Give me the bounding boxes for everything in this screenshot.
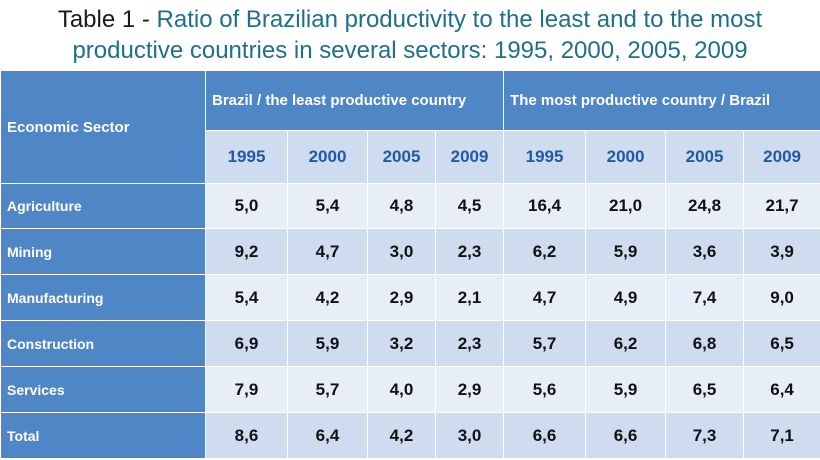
table-cell: 9,2: [205, 228, 288, 275]
table-cell: 9,0: [743, 274, 820, 321]
title-prefix: Table 1 -: [57, 6, 157, 33]
table-cell: 5,7: [287, 366, 368, 413]
sector-label: Construction: [0, 320, 206, 367]
table-cell: 3,2: [367, 320, 436, 367]
table-cell: 5,6: [503, 366, 587, 413]
table-cell: 5,9: [287, 320, 368, 367]
year-header: 2005: [367, 130, 436, 184]
table-cell: 4,9: [585, 274, 667, 321]
table-cell: 5,4: [205, 274, 288, 321]
header-group-most: The most productive country / Brazil: [503, 70, 820, 131]
table-cell: 8,6: [205, 412, 288, 459]
sector-label: Services: [0, 366, 206, 413]
table-cell: 5,7: [503, 320, 587, 367]
table-cell: 2,1: [434, 274, 505, 321]
table-cell: 4,8: [367, 183, 436, 229]
table-title: Table 1 - Ratio of Brazilian productivit…: [0, 0, 820, 70]
table-cell: 7,3: [665, 412, 745, 459]
table-cell: 7,1: [743, 412, 820, 459]
table-row: Agriculture 5,0 5,4 4,8 4,5 16,4 21,0 24,8 21,7: [0, 183, 820, 229]
table-cell: 5,9: [585, 366, 667, 413]
table-cell: 3,9: [743, 228, 820, 275]
table-row: Services 7,9 5,7 4,0 2,9 5,6 5,9 6,5 6,4: [0, 366, 820, 413]
table-cell: 5,0: [205, 183, 288, 229]
table-cell: 6,6: [585, 412, 667, 459]
table-cell: 6,4: [287, 412, 368, 459]
table-cell: 6,2: [585, 320, 667, 367]
table-cell: 4,5: [434, 183, 505, 229]
year-header: 2005: [665, 130, 745, 184]
table-cell: 6,6: [503, 412, 587, 459]
title-main-line-1: Ratio of Brazilian productivity to the l…: [156, 6, 763, 33]
table-cell: 2,9: [434, 366, 505, 413]
table-cell: 21,7: [743, 183, 820, 229]
table-cell: 6,8: [665, 320, 745, 367]
title-main-line-2: productive countries in several sectors:…: [72, 37, 748, 64]
table-cell: 5,9: [585, 228, 667, 275]
table-row: Construction 6,9 5,9 3,2 2,3 5,7 6,2 6,8 6,5: [0, 320, 820, 367]
table-cell: 6,5: [743, 320, 820, 367]
table-cell: 5,4: [287, 183, 368, 229]
table-row: Total 8,6 6,4 4,2 3,0 6,6 6,6 7,3 7,1: [0, 412, 820, 459]
table-cell: 24,8: [665, 183, 745, 229]
sector-label: Agriculture: [0, 183, 206, 229]
table-cell: 4,7: [287, 228, 368, 275]
table-cell: 2,3: [434, 320, 505, 367]
table-cell: 3,0: [434, 412, 505, 459]
year-header: 2000: [585, 130, 667, 184]
header-economic-sector: Economic Sector: [0, 70, 206, 184]
table-body: Agriculture 5,0 5,4 4,8 4,5 16,4 21,0 24,8 21,7 M…: [0, 183, 820, 459]
table-cell: 7,4: [665, 274, 745, 321]
year-header: 1995: [503, 130, 587, 184]
table-cell: 6,2: [503, 228, 587, 275]
year-header: 2000: [287, 130, 368, 184]
year-header-row: 1995 2000 2005 2009 1995 2000 2005 2009: [1, 130, 820, 184]
table-row: Manufacturing 5,4 4,2 2,9 2,1 4,7 4,9 7,4 9,0: [0, 274, 820, 321]
table-cell: 6,9: [205, 320, 288, 367]
table-cell: 3,0: [367, 228, 436, 275]
table-cell: 4,2: [287, 274, 368, 321]
table-cell: 2,3: [434, 228, 505, 275]
table-cell: 2,9: [367, 274, 436, 321]
table-cell: 4,7: [503, 274, 587, 321]
table-cell: 4,0: [367, 366, 436, 413]
table-cell: 3,6: [665, 228, 745, 275]
table-row: Mining 9,2 4,7 3,0 2,3 6,2 5,9 3,6 3,9: [0, 228, 820, 275]
sector-label: Mining: [0, 228, 206, 275]
year-header: 2009: [434, 130, 505, 184]
year-header: 1995: [205, 130, 288, 184]
table-cell: 21,0: [585, 183, 667, 229]
table-cell: 6,5: [665, 366, 745, 413]
sector-label: Total: [0, 412, 206, 459]
sector-label: Manufacturing: [0, 274, 206, 321]
table-cell: 16,4: [503, 183, 587, 229]
header-group-least: Brazil / the least productive country: [204, 70, 505, 131]
table-cell: 4,2: [367, 412, 436, 459]
title-line-1: Table 1 - Ratio of Brazilian productivit…: [0, 4, 820, 35]
table-cell: 7,9: [205, 366, 288, 413]
year-header: 2009: [743, 130, 820, 184]
productivity-table: Economic Sector Brazil / the least produ…: [0, 70, 820, 459]
table-cell: 6,4: [743, 366, 820, 413]
